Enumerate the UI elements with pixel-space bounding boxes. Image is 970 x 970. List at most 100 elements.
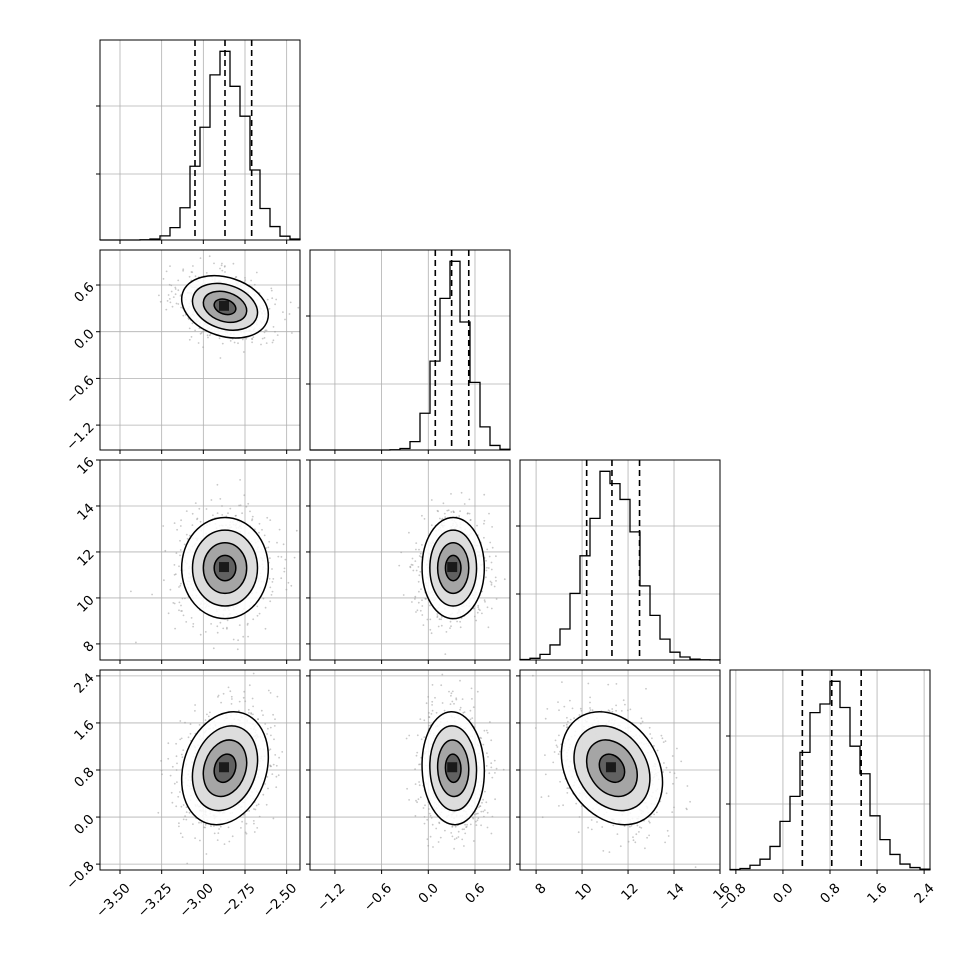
scatter-point [212, 647, 215, 650]
scatter-point [274, 303, 276, 306]
scatter-point [416, 609, 419, 612]
scatter-point [253, 831, 256, 833]
scatter-point [419, 552, 422, 555]
scatter-point [471, 698, 473, 700]
scatter-point [270, 594, 273, 596]
scatter-point [456, 620, 458, 623]
contour-3 [213, 554, 237, 582]
density-peak [219, 300, 229, 311]
scatter-point [489, 541, 492, 544]
scatter-point [423, 518, 426, 520]
scatter-point [241, 820, 244, 823]
scatter-point [251, 518, 254, 520]
scatter-point [415, 569, 418, 572]
y-tick-label: 1.6 [71, 717, 98, 744]
scatter-point [251, 341, 254, 344]
scatter-point [192, 625, 195, 628]
scatter-point [415, 799, 417, 802]
scatter-point [192, 265, 194, 267]
scatter-point [469, 519, 472, 521]
scatter-point [462, 711, 465, 714]
scatter-point [257, 718, 259, 721]
scatter-point [629, 825, 631, 828]
scatter-point [274, 718, 276, 721]
scatter-point [216, 625, 219, 628]
scatter-point [238, 504, 241, 507]
scatter-point [181, 597, 184, 600]
scatter-point [482, 798, 484, 801]
scatter-point [558, 709, 560, 712]
scatter-point [580, 709, 583, 712]
y-tick-label: −1.2 [63, 419, 97, 453]
scatter-point [213, 262, 215, 265]
scatter-point [435, 711, 438, 714]
y-tick-label: 0.6 [71, 279, 98, 306]
scatter-point [282, 543, 285, 546]
scatter-point [270, 734, 272, 737]
scatter-point [180, 753, 183, 756]
scatter-point [181, 836, 184, 838]
scatter-point [459, 706, 462, 709]
scatter-point [607, 683, 610, 686]
scatter-point [486, 548, 489, 551]
scatter-point [460, 491, 463, 494]
scatter-point [453, 838, 456, 841]
scatter-point [421, 544, 423, 546]
scatter-point [544, 717, 547, 720]
scatter-point [276, 334, 279, 336]
scatter-point [420, 555, 422, 558]
scatter-point [483, 599, 486, 602]
scatter-point [429, 604, 431, 607]
scatter-point [271, 590, 274, 593]
scatter-point [272, 339, 275, 342]
scatter-point [474, 813, 476, 816]
scatter-point [660, 734, 663, 737]
scatter-point [469, 718, 472, 721]
scatter-point [440, 616, 443, 618]
scatter-point [411, 601, 413, 603]
scatter-point [178, 822, 180, 825]
scatter-point [175, 302, 178, 305]
scatter-point [171, 801, 174, 804]
scatter-point [182, 614, 185, 617]
scatter-point [224, 265, 226, 267]
scatter-point [491, 546, 494, 549]
scatter-point [191, 524, 194, 526]
scatter-point [192, 623, 195, 625]
scatter-point [611, 710, 614, 713]
scatter-point [485, 559, 487, 562]
scatter-point [489, 721, 491, 723]
scatter-point [444, 516, 447, 518]
scatter-point [212, 514, 214, 517]
scatter-point [219, 621, 222, 624]
scatter-point [170, 791, 173, 794]
scatter-point [475, 820, 477, 823]
scatter-point [429, 628, 432, 631]
scatter-point [174, 573, 177, 576]
scatter-point [247, 502, 250, 505]
scatter-point [418, 574, 421, 577]
scatter-point [450, 511, 453, 513]
scatter-point [227, 686, 230, 689]
scatter-point [472, 817, 475, 820]
scatter-point [437, 510, 439, 513]
scatter-point [428, 712, 430, 714]
scatter-point [289, 301, 292, 304]
scatter-point [440, 624, 443, 627]
scatter-point [435, 827, 438, 830]
scatter-point [493, 759, 496, 762]
scatter-point [269, 519, 272, 521]
scatter-point [262, 597, 265, 600]
scatter-point [191, 271, 194, 274]
scatter-point [180, 610, 183, 612]
scatter-point [486, 566, 488, 569]
scatter-point [414, 598, 416, 600]
scatter-point [263, 331, 266, 334]
scatter-point [450, 692, 453, 695]
scatter-point [167, 757, 170, 760]
scatter-point [590, 819, 593, 821]
scatter-point [427, 844, 430, 847]
scatter-point [256, 605, 259, 608]
scatter-point [181, 756, 184, 759]
